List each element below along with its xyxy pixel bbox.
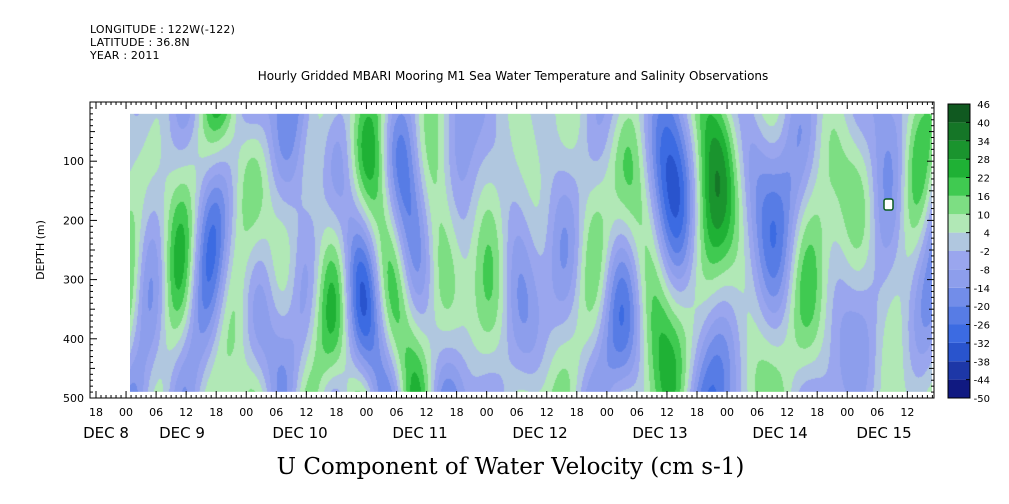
colorbar-label: -44 [974,376,990,387]
colorbar-label: -8 [980,265,990,276]
colorbar-label: -26 [974,321,990,332]
x-day-label: DEC 12 [512,424,567,442]
colorbar-label: -38 [974,357,990,368]
colorbar-label: 16 [977,192,990,203]
x-hour-label: 12 [660,406,674,419]
y-tick-label: 100 [63,155,84,168]
y-tick-label: 300 [63,274,84,287]
x-hour-label: 18 [450,406,464,419]
colorbar-swatch [948,177,970,196]
x-hour-label: 06 [149,406,163,419]
x-hour-label: 12 [780,406,794,419]
colorbar-swatch [948,342,970,362]
x-day-label: DEC 13 [632,424,687,442]
colorbar-label: 22 [977,174,990,185]
colorbar-swatch [948,379,970,398]
colorbar-label: -50 [974,394,990,405]
x-hour-label: 18 [209,406,223,419]
x-hour-label: 06 [269,406,283,419]
colorbar-swatch [948,269,970,288]
colorbar-swatch [948,324,970,343]
x-hour-label: 00 [720,406,734,419]
x-hour-label: 12 [900,406,914,419]
y-tick-label: 400 [63,333,84,346]
colorbar-swatch [948,251,970,270]
contour-marker [883,198,894,211]
colorbar: 46 40 34 28 22 16 10 4 -2 -8 -14 -20 -26 -32 -38 -44 -50 [947,100,990,405]
x-day-label: DEC 15 [856,424,911,442]
x-hour-label: 18 [810,406,824,419]
colorbar-swatch [948,232,970,251]
latitude-label: LATITUDE : 36.8N [90,36,190,49]
colorbar-label: 34 [977,137,990,148]
colorbar-label: 46 [977,100,990,111]
colorbar-swatch [948,361,970,380]
y-tick-label: 500 [63,392,84,405]
year-label: YEAR : 2011 [90,49,160,62]
colorbar-swatch [948,306,970,325]
axes: 100 200 300 400 500 DEPTH (m) 18 00 06 12 18 00 06 12… [34,101,935,442]
x-hour-label: 18 [570,406,584,419]
x-hour-label: 06 [390,406,404,419]
y-tick-label: 200 [63,214,84,227]
colorbar-swatch [948,140,970,160]
y-axis-label: DEPTH (m) [34,220,47,280]
x-hour-label: 18 [329,406,343,419]
longitude-label: LONGITUDE : 122W(-122) [90,23,236,36]
x-hour-label: 12 [299,406,313,419]
colorbar-label: -32 [974,339,990,350]
colorbar-swatch [948,122,970,141]
colorbar-swatch [948,214,970,233]
colorbar-swatch [948,195,970,215]
x-hour-label: 06 [870,406,884,419]
colorbar-label: 28 [977,155,990,166]
x-hour-label: 00 [840,406,854,419]
x-hour-label: 06 [630,406,644,419]
x-hour-label: 06 [510,406,524,419]
colorbar-swatch [948,287,970,307]
x-day-label: DEC 11 [392,424,447,442]
x-hour-label: 00 [239,406,253,419]
x-day-label: DEC 10 [272,424,327,442]
x-day-label: DEC 14 [752,424,807,442]
x-hour-label: 18 [690,406,704,419]
x-hour-label: 00 [359,406,373,419]
colorbar-label: -2 [980,247,990,258]
x-hour-label: 00 [600,406,614,419]
x-hour-label: 12 [540,406,554,419]
x-hour-label: 00 [119,406,133,419]
x-day-label: DEC 8 [83,424,129,442]
x-hour-label: 06 [750,406,764,419]
plot-area [130,113,932,392]
x-hour-label: 12 [179,406,193,419]
colorbar-label: 10 [977,210,990,221]
colorbar-swatch [948,104,970,123]
x-day-label: DEC 9 [159,424,205,442]
colorbar-swatch [948,159,970,178]
chart-subtitle: Hourly Gridded MBARI Mooring M1 Sea Wate… [257,69,769,83]
x-hour-label: 12 [420,406,434,419]
colorbar-label: -14 [974,284,990,295]
x-hour-label: 00 [480,406,494,419]
x-hour-label: 18 [89,406,103,419]
colorbar-label: 4 [984,229,990,240]
colorbar-label: 40 [977,118,990,129]
colorbar-label: -20 [974,302,990,313]
heatmap-field [130,113,932,392]
chart-title: U Component of Water Velocity (cm s-1) [276,454,745,480]
